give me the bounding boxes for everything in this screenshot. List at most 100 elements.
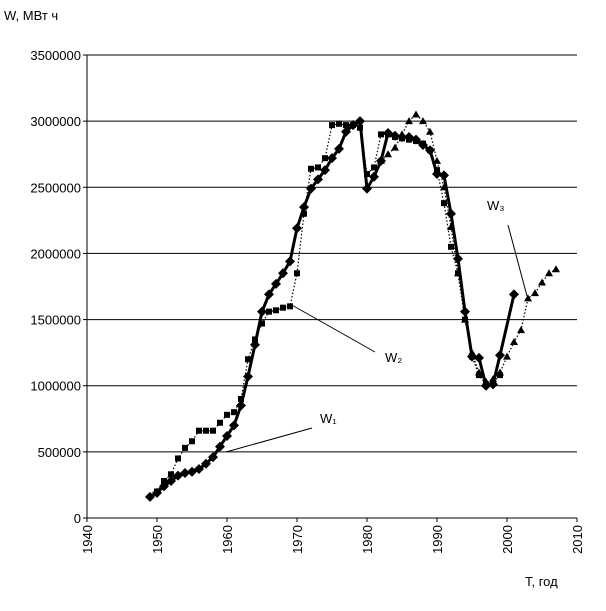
marker: [152, 487, 162, 498]
marker: [411, 134, 421, 145]
marker: [531, 289, 539, 297]
marker: [299, 202, 309, 213]
marker: [524, 294, 532, 302]
y-tick-label: 1000000: [30, 379, 81, 394]
marker: [538, 278, 546, 286]
marker: [203, 427, 209, 434]
marker: [371, 164, 377, 171]
marker: [215, 441, 225, 452]
marker: [488, 379, 498, 390]
marker: [509, 289, 519, 300]
marker: [376, 155, 386, 166]
marker: [439, 170, 449, 181]
marker: [432, 169, 442, 180]
marker: [455, 270, 461, 277]
marker: [280, 304, 286, 311]
marker: [405, 117, 413, 125]
x-tick-label: 1970: [290, 525, 305, 554]
marker: [474, 352, 484, 363]
marker: [189, 438, 195, 445]
marker: [245, 356, 251, 363]
marker: [285, 256, 295, 267]
marker: [397, 132, 407, 143]
marker: [476, 372, 482, 379]
marker: [266, 308, 272, 315]
annotation-arrow: [507, 224, 528, 297]
x-tick-label: 1980: [360, 525, 375, 554]
marker: [222, 430, 232, 441]
marker: [208, 452, 218, 463]
y-tick-label: 0: [74, 511, 81, 526]
marker: [497, 372, 503, 379]
marker: [495, 350, 505, 361]
marker: [250, 339, 260, 350]
marker: [210, 427, 216, 434]
marker: [236, 400, 246, 411]
marker: [364, 171, 370, 178]
marker: [238, 395, 244, 402]
marker: [503, 352, 511, 360]
marker: [425, 145, 435, 156]
marker: [315, 164, 321, 171]
x-axis-label: T, год: [525, 574, 558, 589]
annotation-arrow: [225, 427, 313, 453]
series-label: W₂: [385, 350, 402, 365]
marker: [271, 278, 281, 289]
marker: [552, 265, 560, 273]
marker: [460, 306, 470, 317]
marker: [341, 126, 351, 137]
marker: [369, 171, 379, 182]
marker: [343, 122, 349, 129]
marker: [161, 477, 167, 484]
marker: [467, 351, 477, 362]
marker: [264, 289, 274, 300]
marker: [308, 165, 314, 172]
marker: [391, 143, 399, 151]
marker: [292, 223, 302, 234]
marker: [224, 411, 230, 418]
series-label: W₃: [487, 198, 505, 213]
marker: [168, 471, 174, 478]
x-tick-label: 1940: [80, 525, 95, 554]
x-tick-label: 1950: [150, 525, 165, 554]
marker: [194, 464, 204, 475]
x-tick-label: 1960: [220, 525, 235, 554]
marker: [378, 131, 384, 138]
marker: [231, 409, 237, 416]
marker: [453, 253, 463, 264]
marker: [259, 320, 265, 327]
marker: [229, 420, 239, 431]
y-tick-label: 1500000: [30, 313, 81, 328]
marker: [418, 139, 428, 150]
marker: [384, 150, 392, 158]
marker: [166, 475, 176, 486]
marker: [273, 307, 279, 314]
series-line: [149, 118, 516, 499]
marker: [301, 210, 307, 217]
marker: [327, 153, 337, 164]
marker: [180, 468, 190, 479]
marker: [510, 338, 518, 346]
marker: [182, 444, 188, 451]
y-tick-label: 3000000: [30, 114, 81, 129]
series-label: W₁: [320, 411, 337, 426]
marker: [390, 130, 400, 141]
marker: [306, 183, 316, 194]
marker: [362, 183, 372, 194]
marker: [320, 165, 330, 176]
y-tick-label: 3500000: [30, 48, 81, 63]
marker: [159, 481, 169, 492]
marker: [348, 120, 358, 131]
marker: [545, 269, 553, 277]
marker: [175, 455, 181, 462]
marker: [336, 120, 342, 127]
x-tick-label: 1990: [430, 525, 445, 554]
marker: [446, 208, 456, 219]
marker: [426, 127, 434, 135]
marker: [517, 326, 525, 334]
marker: [196, 427, 202, 434]
marker: [217, 419, 223, 426]
marker: [334, 143, 344, 154]
